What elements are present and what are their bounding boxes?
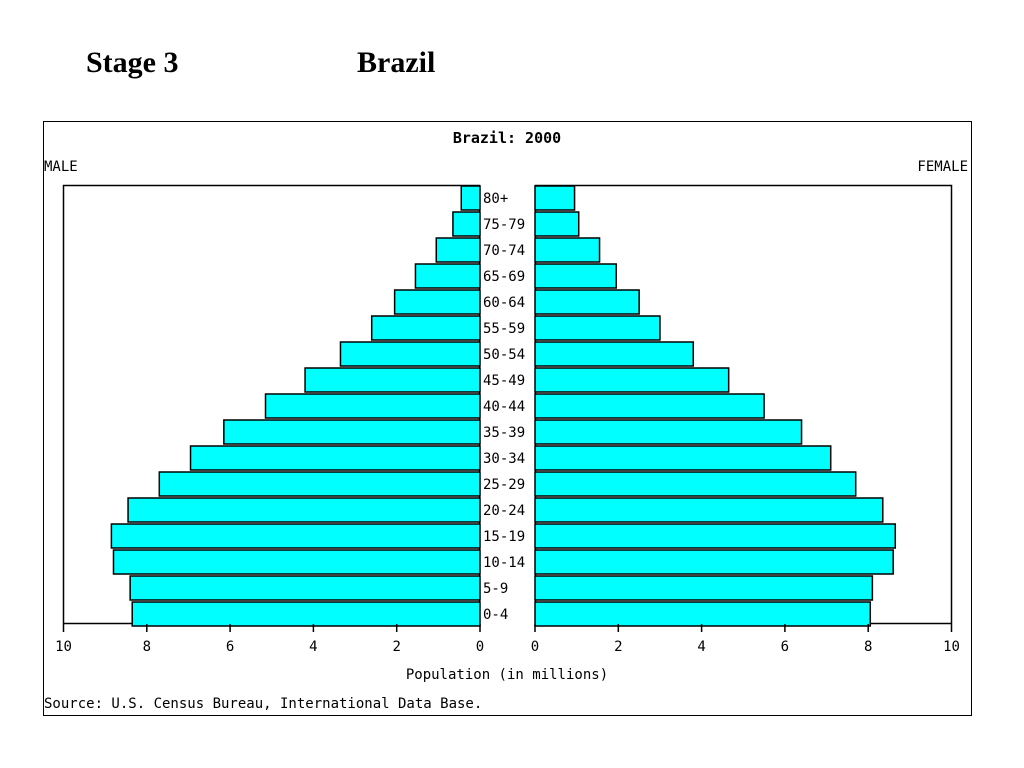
female-tick-label: 2: [614, 639, 622, 655]
male-bar-70-74: [435, 237, 481, 263]
age-group-label: 20-24: [483, 503, 525, 519]
female-bar-10-14: [534, 549, 894, 575]
chart-title: Brazil: 2000: [453, 129, 561, 147]
age-group-label: 30-34: [483, 451, 525, 467]
female-bar-50-54: [534, 341, 695, 367]
age-group-label: 65-69: [483, 269, 525, 285]
female-bar-35-39: [534, 419, 803, 445]
x-axis-label: Population (in millions): [406, 667, 608, 683]
male-bar-15-19: [110, 523, 481, 549]
age-group-label: 60-64: [483, 295, 525, 311]
male-bar-35-39: [223, 419, 481, 445]
male-bar-40-44: [264, 393, 481, 419]
male-bar-75-79: [452, 211, 481, 237]
age-group-label: 45-49: [483, 373, 525, 389]
female-bar-75-79: [534, 211, 580, 237]
female-bar-5-9: [534, 575, 874, 601]
female-bar-60-64: [534, 289, 640, 315]
country-title: Brazil: [357, 46, 436, 79]
male-bar-55-59: [370, 315, 481, 341]
age-group-label: 40-44: [483, 399, 525, 415]
age-labels-group: 80+ 75-79 70-74 65-69 60-64 55-59 50-54 45-49 40…: [483, 191, 525, 623]
female-bar-25-29: [534, 471, 857, 497]
male-tick-label: 10: [55, 639, 72, 655]
age-group-label: 35-39: [483, 425, 525, 441]
age-group-label: 25-29: [483, 477, 525, 493]
age-group-label: 70-74: [483, 243, 525, 259]
female-bar-0-4: [534, 601, 872, 627]
male-bar-20-24: [127, 497, 481, 523]
male-tick-label: 2: [392, 639, 400, 655]
source-note: Source: U.S. Census Bureau, Internationa…: [44, 696, 482, 712]
female-tick-label: 10: [943, 639, 960, 655]
female-bar-70-74: [534, 237, 601, 263]
male-bar-10-14: [112, 549, 481, 575]
female-side-label: FEMALE: [917, 159, 968, 175]
age-group-label: 10-14: [483, 555, 525, 571]
female-tick-label: 0: [531, 639, 539, 655]
male-bar-60-64: [393, 289, 481, 315]
female-bar-65-69: [534, 263, 617, 289]
female-tick-label: 8: [864, 639, 872, 655]
male-tick-label: 0: [476, 639, 484, 655]
male-bar-45-49: [304, 367, 481, 393]
female-tick-label: 4: [697, 639, 705, 655]
female-bar-80+: [534, 185, 576, 211]
age-group-label: 50-54: [483, 347, 525, 363]
age-group-label: 15-19: [483, 529, 525, 545]
male-side-label: MALE: [44, 159, 78, 175]
female-tick-label: 6: [781, 639, 789, 655]
age-group-label: 5-9: [483, 581, 508, 597]
male-bar-0-4: [131, 601, 481, 627]
female-bar-20-24: [534, 497, 884, 523]
male-bar-65-69: [414, 263, 481, 289]
male-bar-30-34: [189, 445, 481, 471]
male-bar-25-29: [158, 471, 481, 497]
female-bar-55-59: [534, 315, 661, 341]
x-axis-ticks-group: 0 0 2 2 4 4 6 6 8 8 10 10: [55, 624, 960, 655]
stage-title: Stage 3: [86, 46, 179, 79]
male-tick-label: 4: [309, 639, 317, 655]
female-bar-15-19: [534, 523, 897, 549]
male-bar-50-54: [339, 341, 481, 367]
age-group-label: 0-4: [483, 607, 508, 623]
age-group-label: 75-79: [483, 217, 525, 233]
age-group-label: 55-59: [483, 321, 525, 337]
male-tick-label: 6: [226, 639, 234, 655]
female-bar-30-34: [534, 445, 832, 471]
male-bar-5-9: [129, 575, 481, 601]
male-bar-80+: [460, 185, 481, 211]
male-tick-label: 8: [143, 639, 151, 655]
female-bar-45-49: [534, 367, 730, 393]
age-group-label: 80+: [483, 191, 508, 207]
bars-group: [110, 185, 897, 627]
female-bar-40-44: [534, 393, 765, 419]
